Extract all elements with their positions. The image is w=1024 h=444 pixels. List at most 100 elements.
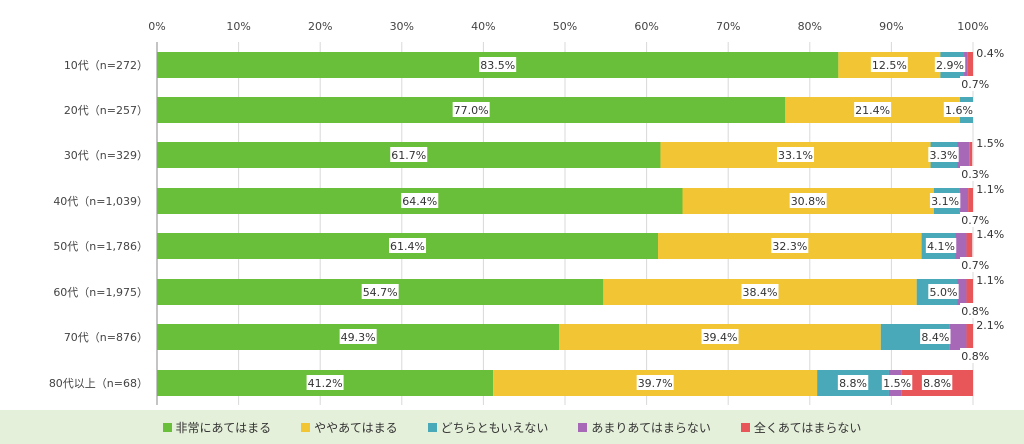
data-label: 21.4% <box>855 104 890 117</box>
data-label-bg <box>960 348 991 363</box>
data-label-bg <box>960 166 991 181</box>
legend-swatch <box>301 422 311 432</box>
data-label-bg <box>975 317 1006 332</box>
data-label-bg <box>975 135 1006 150</box>
bar-segment <box>966 233 973 259</box>
x-tick-label: 60% <box>634 20 658 33</box>
data-label: 8.8% <box>839 377 867 390</box>
data-label-bg <box>636 375 674 390</box>
bar-segment <box>966 279 973 305</box>
data-label: 32.3% <box>772 240 807 253</box>
data-label: 2.1% <box>976 319 1004 332</box>
data-label: 0.8% <box>961 350 989 363</box>
data-label-bg <box>306 375 344 390</box>
data-label: 0.3% <box>961 168 989 181</box>
legend-swatch <box>578 422 588 432</box>
legend-item: どちらともいえない <box>427 419 549 436</box>
category-label: 20代（n=257） <box>64 104 148 117</box>
data-label: 41.2% <box>308 377 343 390</box>
data-label: 64.4% <box>402 195 437 208</box>
bar-segment <box>969 142 973 168</box>
bar-segment <box>955 233 967 259</box>
category-label: 70代（n=876） <box>64 331 148 344</box>
x-tick-label: 50% <box>553 20 577 33</box>
x-tick-label: 100% <box>957 20 988 33</box>
data-label-bg <box>452 102 490 117</box>
legend-background: 非常にあてはまる ややあてはまる どちらともいえない あまりあてはまらない 全くあてはま… <box>0 410 1024 444</box>
bar-segment <box>957 279 967 305</box>
x-tick-label: 0% <box>148 20 165 33</box>
data-label-bg <box>975 226 1006 241</box>
bar-segment <box>966 324 973 350</box>
data-label-bg <box>960 303 991 318</box>
data-label-bg <box>361 284 399 299</box>
legend-item: ややあてはまる <box>301 419 398 436</box>
legend-item: 全くあてはまらない <box>740 419 862 436</box>
legend: 非常にあてはまる ややあてはまる どちらともいえない あまりあてはまらない 全くあてはま… <box>0 410 1024 444</box>
category-label: 80代以上（n=68） <box>49 377 148 390</box>
data-label-bg <box>401 193 439 208</box>
data-label: 61.4% <box>390 240 425 253</box>
data-label-bg <box>929 193 961 208</box>
legend-label: 全くあてはまらない <box>753 420 862 435</box>
legend-label: どちらともいえない <box>440 420 549 435</box>
data-label: 0.4% <box>976 47 1004 60</box>
data-label: 8.8% <box>923 377 951 390</box>
data-label-bg <box>854 102 892 117</box>
data-label-bg <box>339 329 377 344</box>
bar-segment <box>957 142 970 168</box>
legend-label: 非常にあてはまる <box>175 420 272 435</box>
data-label: 1.1% <box>976 274 1004 287</box>
legend-label: あまりあてはまらない <box>591 420 711 435</box>
data-label: 1.6% <box>945 104 973 117</box>
data-label: 1.5% <box>883 377 911 390</box>
bar-segment <box>968 188 973 214</box>
bar-segment <box>949 324 967 350</box>
x-tick-label: 80% <box>798 20 822 33</box>
data-label-bg <box>928 147 959 162</box>
data-label: 4.1% <box>927 240 955 253</box>
data-label-bg <box>389 238 427 253</box>
data-label-bg <box>921 375 953 390</box>
x-tick-label: 20% <box>308 20 332 33</box>
category-label: 50代（n=1,786） <box>53 240 148 253</box>
bar-segment <box>964 52 968 78</box>
data-label-bg <box>975 272 1006 287</box>
data-label: 0.8% <box>961 305 989 318</box>
data-label: 77.0% <box>454 104 489 117</box>
data-label: 33.1% <box>778 149 813 162</box>
data-label: 54.7% <box>363 286 398 299</box>
data-label: 38.4% <box>743 286 778 299</box>
data-label: 0.7% <box>961 78 989 91</box>
data-label-bg <box>881 375 913 390</box>
data-label: 39.4% <box>703 331 738 344</box>
x-tick-label: 30% <box>390 20 414 33</box>
x-tick-label: 40% <box>471 20 495 33</box>
category-label: 10代（n=272） <box>64 59 148 72</box>
data-label-bg <box>741 284 779 299</box>
data-label-bg <box>928 284 959 299</box>
legend-item: あまりあてはまらない <box>578 419 711 436</box>
data-label-bg <box>934 57 966 72</box>
data-label-bg <box>789 193 827 208</box>
x-tick-label: 70% <box>716 20 740 33</box>
data-label: 39.7% <box>638 377 673 390</box>
data-label: 1.4% <box>976 228 1004 241</box>
data-label-bg <box>960 257 991 272</box>
legend-label: ややあてはまる <box>314 420 398 435</box>
data-label: 61.7% <box>391 149 426 162</box>
data-label: 49.3% <box>341 331 376 344</box>
data-label-bg <box>771 238 809 253</box>
data-label: 1.1% <box>976 183 1004 196</box>
data-label: 5.0% <box>930 286 958 299</box>
data-label-bg <box>925 238 957 253</box>
bar-segment <box>959 188 969 214</box>
data-label: 8.4% <box>921 331 949 344</box>
data-label: 12.5% <box>872 59 907 72</box>
data-label-bg <box>479 57 517 72</box>
data-label: 0.7% <box>961 259 989 272</box>
data-label-bg <box>837 375 869 390</box>
data-label-bg <box>701 329 739 344</box>
data-label-bg <box>390 147 428 162</box>
data-label-bg <box>975 181 1006 196</box>
